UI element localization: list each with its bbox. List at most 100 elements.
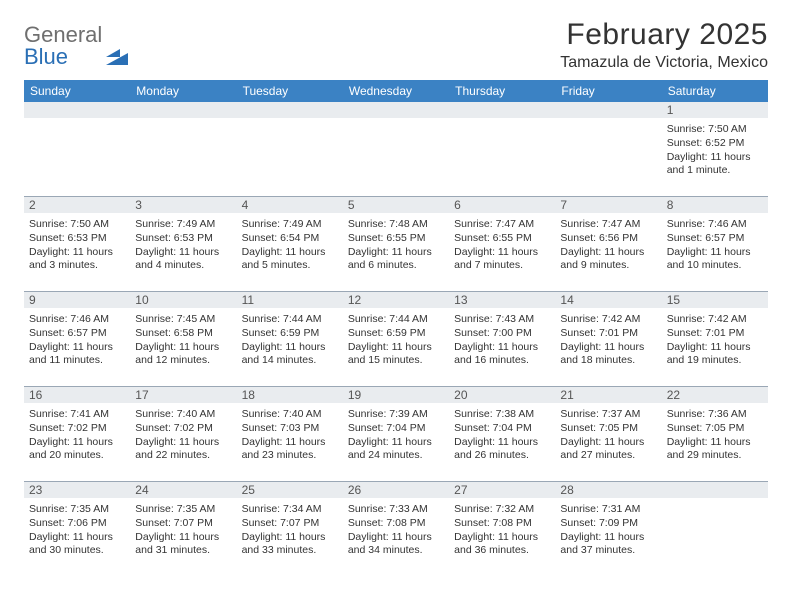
day-number: 16 <box>24 387 130 403</box>
day-info-line: Sunset: 6:55 PM <box>348 232 444 245</box>
day-info-line: Sunrise: 7:40 AM <box>242 408 338 421</box>
day-info-line: Sunrise: 7:33 AM <box>348 503 444 516</box>
day-info-line: Sunset: 7:01 PM <box>667 327 763 340</box>
day-info-line: Daylight: 11 hours and 27 minutes. <box>560 436 656 462</box>
day-number: 4 <box>237 197 343 213</box>
day-info-line: Sunrise: 7:45 AM <box>135 313 231 326</box>
day-info-line: Sunrise: 7:46 AM <box>667 218 763 231</box>
day-number: 8 <box>662 197 768 213</box>
day-info-line: Sunset: 6:59 PM <box>242 327 338 340</box>
day-info-line: Sunset: 6:58 PM <box>135 327 231 340</box>
day-info-line: Daylight: 11 hours and 3 minutes. <box>29 246 125 272</box>
day-info-line: Daylight: 11 hours and 34 minutes. <box>348 531 444 557</box>
day-cell <box>343 118 449 196</box>
logo-text: General Blue <box>24 24 102 68</box>
day-info-line: Daylight: 11 hours and 33 minutes. <box>242 531 338 557</box>
day-cell: Sunrise: 7:47 AMSunset: 6:55 PMDaylight:… <box>449 213 555 291</box>
day-cell: Sunrise: 7:44 AMSunset: 6:59 PMDaylight:… <box>343 308 449 386</box>
day-info-line: Sunset: 6:57 PM <box>667 232 763 245</box>
day-number: 18 <box>237 387 343 403</box>
day-info-line: Sunset: 6:54 PM <box>242 232 338 245</box>
location-label: Tamazula de Victoria, Mexico <box>560 54 768 72</box>
day-info-line: Sunrise: 7:50 AM <box>29 218 125 231</box>
day-cell: Sunrise: 7:43 AMSunset: 7:00 PMDaylight:… <box>449 308 555 386</box>
day-info-line: Daylight: 11 hours and 12 minutes. <box>135 341 231 367</box>
day-cell <box>662 498 768 576</box>
day-info-line: Daylight: 11 hours and 19 minutes. <box>667 341 763 367</box>
day-info-line: Sunrise: 7:48 AM <box>348 218 444 231</box>
day-cell: Sunrise: 7:39 AMSunset: 7:04 PMDaylight:… <box>343 403 449 481</box>
day-cell: Sunrise: 7:36 AMSunset: 7:05 PMDaylight:… <box>662 403 768 481</box>
day-cell: Sunrise: 7:38 AMSunset: 7:04 PMDaylight:… <box>449 403 555 481</box>
day-info-line: Daylight: 11 hours and 15 minutes. <box>348 341 444 367</box>
day-header-cell: Thursday <box>449 80 555 102</box>
day-info-line: Daylight: 11 hours and 20 minutes. <box>29 436 125 462</box>
day-cell: Sunrise: 7:42 AMSunset: 7:01 PMDaylight:… <box>662 308 768 386</box>
day-info-line: Daylight: 11 hours and 4 minutes. <box>135 246 231 272</box>
day-number: 26 <box>343 482 449 498</box>
day-info-line: Daylight: 11 hours and 29 minutes. <box>667 436 763 462</box>
day-info-line: Sunrise: 7:41 AM <box>29 408 125 421</box>
day-info-line: Sunset: 7:04 PM <box>454 422 550 435</box>
day-number: 5 <box>343 197 449 213</box>
logo-text-blue: Blue <box>24 44 68 69</box>
day-number: 24 <box>130 482 236 498</box>
day-info-line: Sunrise: 7:37 AM <box>560 408 656 421</box>
day-cell: Sunrise: 7:34 AMSunset: 7:07 PMDaylight:… <box>237 498 343 576</box>
day-info-line: Sunset: 7:00 PM <box>454 327 550 340</box>
day-info-line: Daylight: 11 hours and 31 minutes. <box>135 531 231 557</box>
day-info-line: Sunset: 6:52 PM <box>667 137 763 150</box>
day-info-line: Sunrise: 7:39 AM <box>348 408 444 421</box>
day-info-line: Sunset: 7:09 PM <box>560 517 656 530</box>
day-cell: Sunrise: 7:31 AMSunset: 7:09 PMDaylight:… <box>555 498 661 576</box>
day-info-line: Sunrise: 7:34 AM <box>242 503 338 516</box>
day-cell: Sunrise: 7:47 AMSunset: 6:56 PMDaylight:… <box>555 213 661 291</box>
calendar: SundayMondayTuesdayWednesdayThursdayFrid… <box>24 80 768 576</box>
day-cell: Sunrise: 7:40 AMSunset: 7:03 PMDaylight:… <box>237 403 343 481</box>
day-info-line: Sunrise: 7:43 AM <box>454 313 550 326</box>
day-info-line: Daylight: 11 hours and 24 minutes. <box>348 436 444 462</box>
title-block: February 2025 Tamazula de Victoria, Mexi… <box>560 18 768 72</box>
day-number: 12 <box>343 292 449 308</box>
day-cell: Sunrise: 7:50 AMSunset: 6:53 PMDaylight:… <box>24 213 130 291</box>
month-title: February 2025 <box>560 18 768 52</box>
day-cell: Sunrise: 7:41 AMSunset: 7:02 PMDaylight:… <box>24 403 130 481</box>
day-info-line: Sunrise: 7:42 AM <box>667 313 763 326</box>
day-cell: Sunrise: 7:35 AMSunset: 7:06 PMDaylight:… <box>24 498 130 576</box>
day-header-cell: Monday <box>130 80 236 102</box>
day-number <box>343 102 449 118</box>
day-info-line: Sunset: 6:56 PM <box>560 232 656 245</box>
day-info-line: Sunrise: 7:40 AM <box>135 408 231 421</box>
day-cell: Sunrise: 7:35 AMSunset: 7:07 PMDaylight:… <box>130 498 236 576</box>
day-number: 1 <box>662 102 768 118</box>
day-cell <box>555 118 661 196</box>
day-info-line: Sunset: 7:01 PM <box>560 327 656 340</box>
day-info-line: Sunset: 6:57 PM <box>29 327 125 340</box>
day-number: 3 <box>130 197 236 213</box>
day-info-line: Sunrise: 7:31 AM <box>560 503 656 516</box>
day-number <box>130 102 236 118</box>
day-info-line: Sunset: 7:07 PM <box>242 517 338 530</box>
day-info-line: Daylight: 11 hours and 6 minutes. <box>348 246 444 272</box>
day-info-line: Sunset: 6:53 PM <box>135 232 231 245</box>
day-info-line: Sunset: 6:55 PM <box>454 232 550 245</box>
day-info-line: Daylight: 11 hours and 30 minutes. <box>29 531 125 557</box>
day-info-line: Sunrise: 7:49 AM <box>135 218 231 231</box>
day-header-row: SundayMondayTuesdayWednesdayThursdayFrid… <box>24 80 768 102</box>
logo-flag-icon <box>106 47 128 65</box>
calendar-page: General Blue February 2025 Tamazula de V… <box>0 0 792 594</box>
day-cell: Sunrise: 7:46 AMSunset: 6:57 PMDaylight:… <box>24 308 130 386</box>
day-info-line: Daylight: 11 hours and 11 minutes. <box>29 341 125 367</box>
day-number <box>449 102 555 118</box>
day-number: 2 <box>24 197 130 213</box>
day-number <box>237 102 343 118</box>
day-number: 22 <box>662 387 768 403</box>
day-info-line: Sunset: 7:02 PM <box>135 422 231 435</box>
day-number <box>662 482 768 498</box>
day-cell <box>449 118 555 196</box>
day-info-line: Daylight: 11 hours and 16 minutes. <box>454 341 550 367</box>
day-info-line: Daylight: 11 hours and 5 minutes. <box>242 246 338 272</box>
day-number: 23 <box>24 482 130 498</box>
day-number: 13 <box>449 292 555 308</box>
day-info-line: Sunrise: 7:44 AM <box>348 313 444 326</box>
